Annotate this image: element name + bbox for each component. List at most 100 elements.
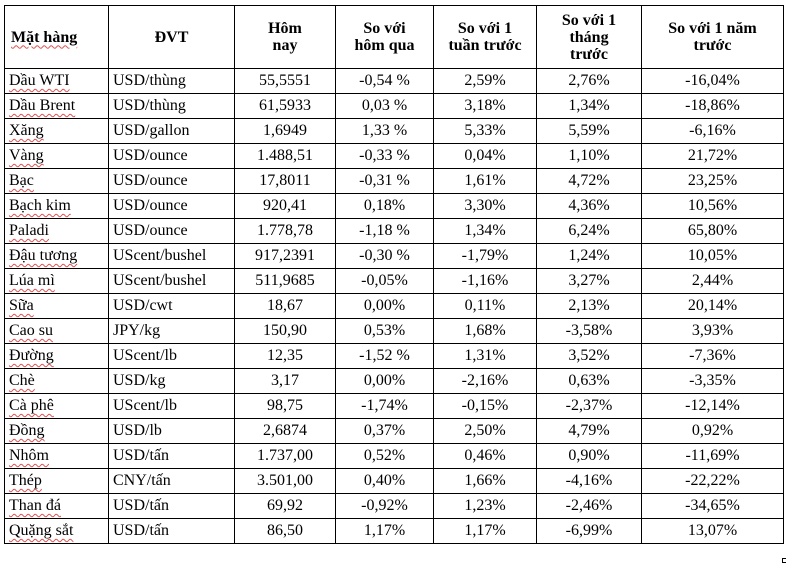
cell-unit: USD/ounce xyxy=(108,143,235,169)
cell-item: Đậu tương xyxy=(4,243,109,269)
item-label: Đậu tương xyxy=(9,247,78,264)
cell-vs-yesterday: -0,30 % xyxy=(335,243,434,269)
item-label: Thép xyxy=(9,472,42,489)
commodity-price-table: Mặt hàng ĐVT Hôm nay So với hôm qua So v… xyxy=(4,5,784,544)
cell-vs-year: 10,05% xyxy=(641,243,784,269)
cell-today: 98,75 xyxy=(234,393,336,419)
cell-vs-week: 1,68% xyxy=(433,318,537,344)
cell-vs-year: 10,56% xyxy=(641,193,784,219)
cell-today: 1,6949 xyxy=(234,118,336,144)
cell-vs-week: 2,59% xyxy=(433,68,537,94)
cell-vs-month: 1,24% xyxy=(536,243,642,269)
cell-vs-week: 3,18% xyxy=(433,93,537,119)
cell-item: Đường xyxy=(4,343,109,369)
cell-vs-month: 4,79% xyxy=(536,418,642,444)
cell-vs-month: 2,76% xyxy=(536,68,642,94)
item-label: Dầu WTI xyxy=(9,72,70,89)
cell-vs-month: 2,13% xyxy=(536,293,642,319)
cell-vs-yesterday: 0,40% xyxy=(335,468,434,494)
cell-vs-yesterday: -0,33 % xyxy=(335,143,434,169)
cell-today: 3,17 xyxy=(234,368,336,394)
cell-vs-yesterday: -0,92% xyxy=(335,493,434,519)
cell-unit: USD/thùng xyxy=(108,93,235,119)
header-item: Mặt hàng xyxy=(4,5,109,69)
cell-today: 61,5933 xyxy=(234,93,336,119)
cell-today: 12,35 xyxy=(234,343,336,369)
cell-today: 2,6874 xyxy=(234,418,336,444)
cell-vs-week: -1,79% xyxy=(433,243,537,269)
cell-today: 18,67 xyxy=(234,293,336,319)
cell-vs-month: 4,36% xyxy=(536,193,642,219)
cell-vs-month: 0,63% xyxy=(536,368,642,394)
cell-unit: UScent/bushel xyxy=(108,243,235,269)
item-label: Nhôm xyxy=(9,447,49,464)
table-row: Đậu tương UScent/bushel 917,2391 -0,30 % -1,… xyxy=(4,243,784,269)
cell-vs-year: 3,93% xyxy=(641,318,784,344)
cell-vs-month: 3,27% xyxy=(536,268,642,294)
table-row: Bạc USD/ounce 17,8011 -0,31 % 1,61% 4,72% 23,2… xyxy=(4,168,784,194)
cell-vs-week: 2,50% xyxy=(433,418,537,444)
cell-vs-month: -6,99% xyxy=(536,518,642,544)
cell-unit: USD/kg xyxy=(108,368,235,394)
table-row: Thép CNY/tấn 3.501,00 0,40% 1,66% -4,16% -22,2… xyxy=(4,468,784,494)
header-vs-year: So với 1 năm trước xyxy=(641,5,784,69)
cell-vs-week: 1,61% xyxy=(433,168,537,194)
cell-vs-yesterday: -0,54 % xyxy=(335,68,434,94)
cell-vs-year: -34,65% xyxy=(641,493,784,519)
table-row: Chè USD/kg 3,17 0,00% -2,16% 0,63% -3,35% xyxy=(4,368,784,394)
cell-vs-year: -12,14% xyxy=(641,393,784,419)
cell-item: Thép xyxy=(4,468,109,494)
cell-vs-week: -1,16% xyxy=(433,268,537,294)
item-label: Vàng xyxy=(9,147,44,164)
header-vs-week: So với 1 tuần trước xyxy=(433,5,537,69)
cell-item: Chè xyxy=(4,368,109,394)
item-label: Bạch kim xyxy=(9,197,71,214)
cell-vs-week: -2,16% xyxy=(433,368,537,394)
item-label: Cao su xyxy=(9,322,53,339)
cell-item: Than đá xyxy=(4,493,109,519)
table-row: Xăng USD/gallon 1,6949 1,33 % 5,33% 5,59% -6,1… xyxy=(4,118,784,144)
cell-vs-month: 4,72% xyxy=(536,168,642,194)
cell-vs-month: 0,90% xyxy=(536,443,642,469)
cell-vs-year: 23,25% xyxy=(641,168,784,194)
cell-vs-week: 1,66% xyxy=(433,468,537,494)
cell-vs-year: -3,35% xyxy=(641,368,784,394)
cell-vs-month: 5,59% xyxy=(536,118,642,144)
cell-vs-year: 13,07% xyxy=(641,518,784,544)
table-row: Đường UScent/lb 12,35 -1,52 % 1,31% 3,52% -7,3… xyxy=(4,343,784,369)
item-label: Sữa xyxy=(9,297,34,314)
cell-item: Lúa mì xyxy=(4,268,109,294)
cell-vs-month: 3,52% xyxy=(536,343,642,369)
cell-vs-week: 1,31% xyxy=(433,343,537,369)
cell-vs-week: 1,34% xyxy=(433,218,537,244)
cell-item: Dầu WTI xyxy=(4,68,109,94)
cell-today: 3.501,00 xyxy=(234,468,336,494)
cell-vs-year: 2,44% xyxy=(641,268,784,294)
table-row: Đồng USD/lb 2,6874 0,37% 2,50% 4,79% 0,92% xyxy=(4,418,784,444)
header-vs-month: So với 1 tháng trước xyxy=(536,5,642,69)
item-label: Đường xyxy=(9,347,54,364)
cell-today: 86,50 xyxy=(234,518,336,544)
cell-item: Vàng xyxy=(4,143,109,169)
cell-item: Cao su xyxy=(4,318,109,344)
cell-vs-year: 21,72% xyxy=(641,143,784,169)
cell-vs-month: 1,34% xyxy=(536,93,642,119)
cell-vs-yesterday: -1,74% xyxy=(335,393,434,419)
item-label: Chè xyxy=(9,372,35,389)
table-row: Dầu WTI USD/thùng 55,5551 -0,54 % 2,59% 2,76%… xyxy=(4,68,784,94)
cell-item: Bạch kim xyxy=(4,193,109,219)
cell-vs-month: -2,37% xyxy=(536,393,642,419)
cell-vs-year: -11,69% xyxy=(641,443,784,469)
cell-today: 1.488,51 xyxy=(234,143,336,169)
cell-vs-yesterday: 0,03 % xyxy=(335,93,434,119)
item-label: Xăng xyxy=(9,122,44,139)
cell-unit: USD/thùng xyxy=(108,68,235,94)
cell-unit: UScent/lb xyxy=(108,393,235,419)
cell-vs-year: 0,92% xyxy=(641,418,784,444)
cell-vs-yesterday: 1,33 % xyxy=(335,118,434,144)
cell-vs-yesterday: -0,05% xyxy=(335,268,434,294)
item-label: Cà phê xyxy=(9,397,54,414)
cell-today: 150,90 xyxy=(234,318,336,344)
table-resize-handle[interactable] xyxy=(782,558,786,563)
cell-item: Paladi xyxy=(4,218,109,244)
